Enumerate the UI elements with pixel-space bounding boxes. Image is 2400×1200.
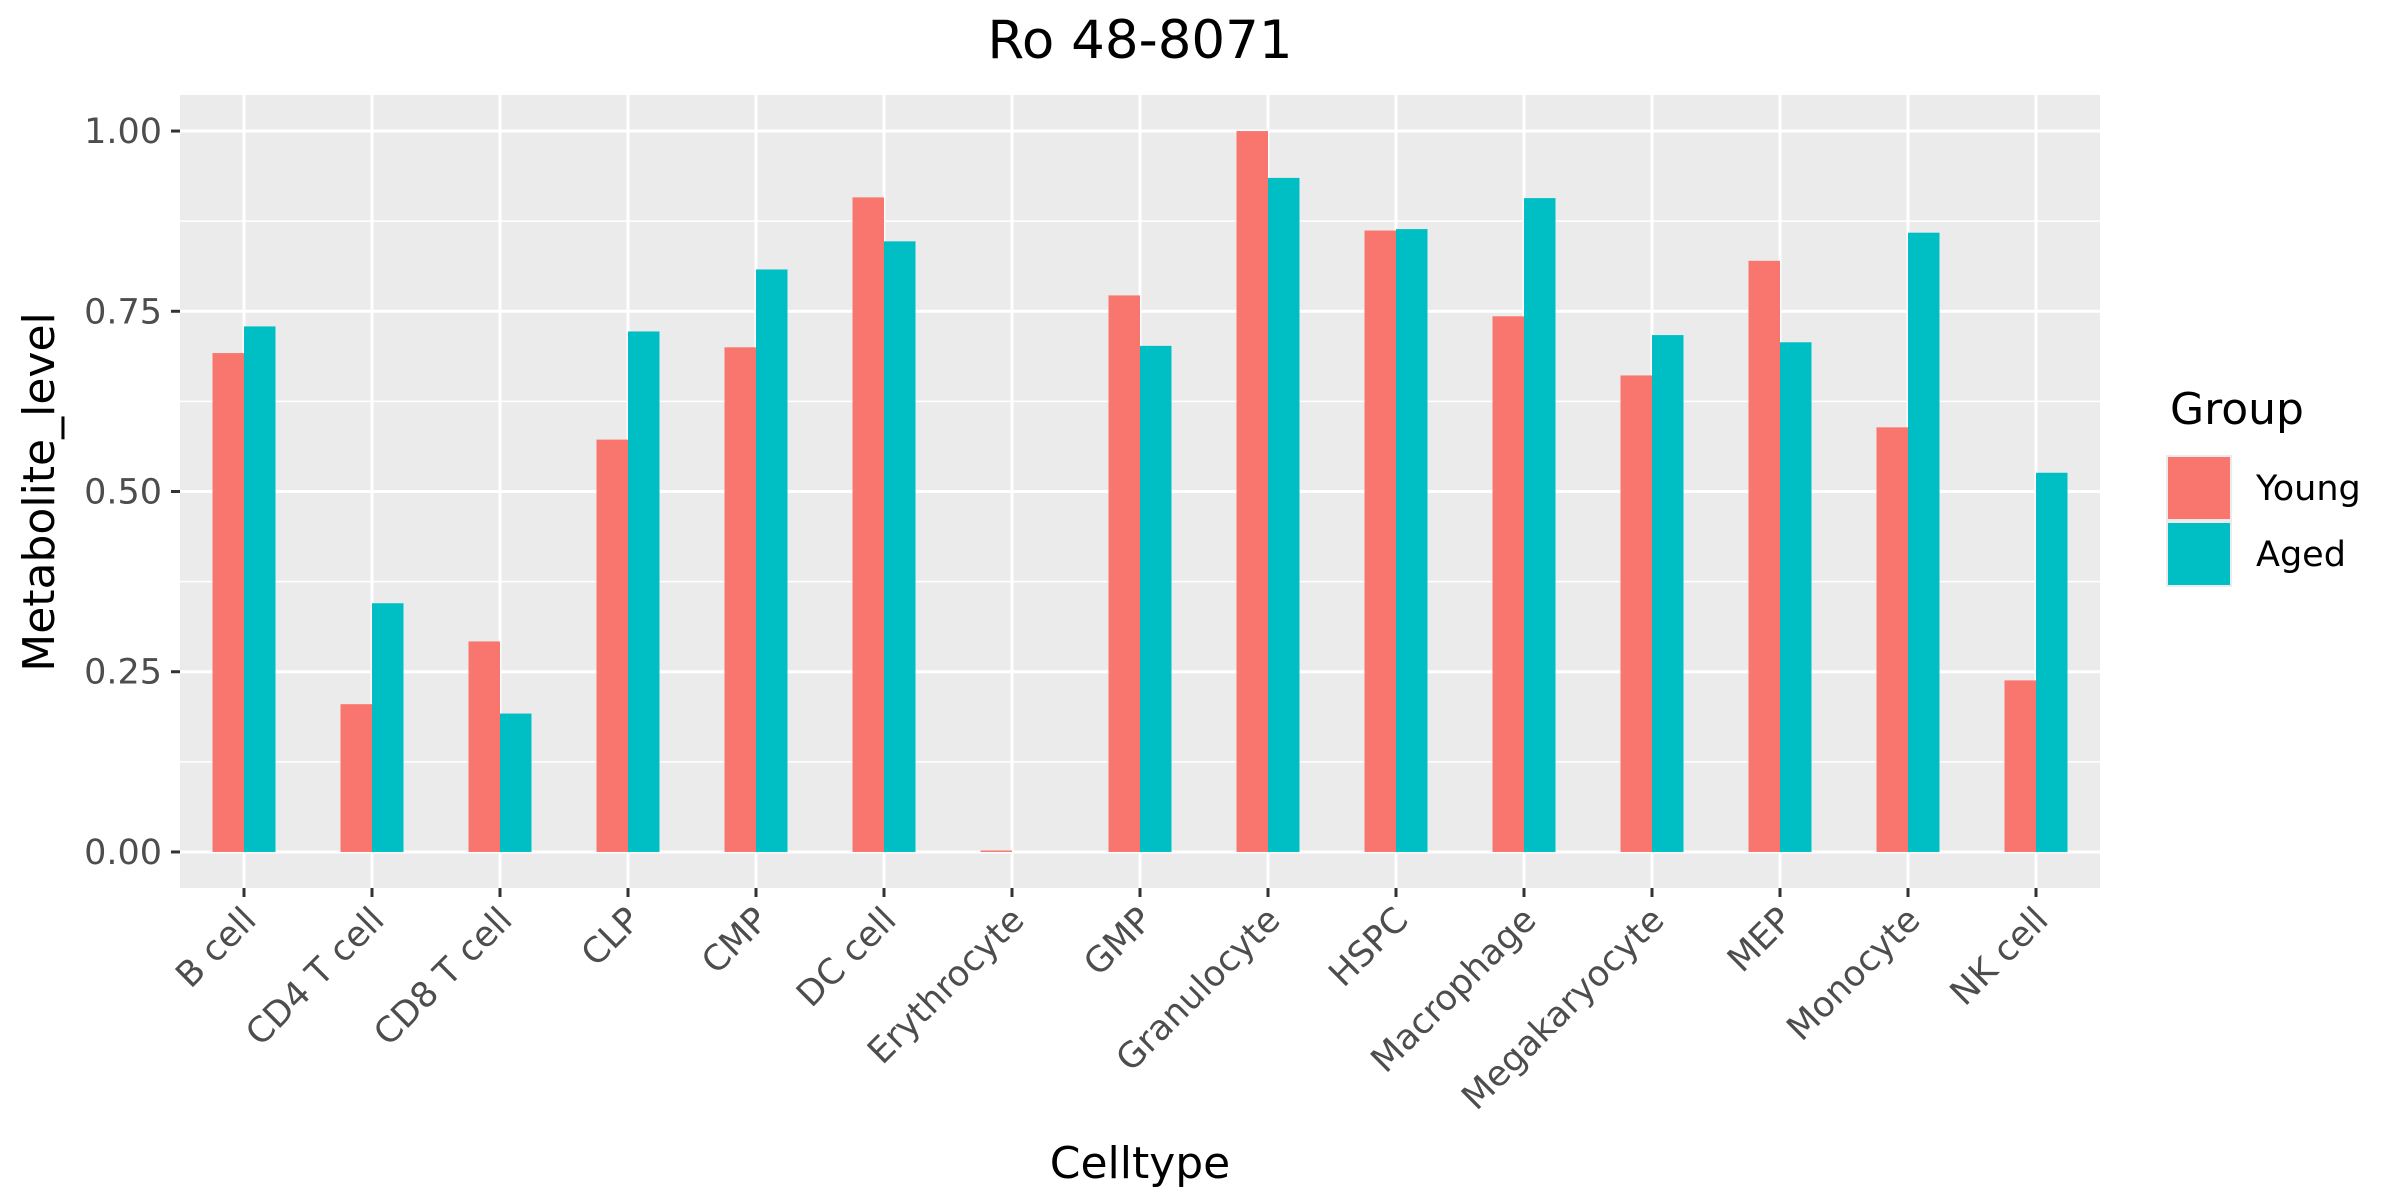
x-axis-title: Celltype [1050,1138,1231,1189]
bar-young-dc-cell [852,197,884,852]
y-axis-title: Metabolite_level [14,312,65,672]
bar-aged-b-cell [244,326,276,852]
bar-aged-cd8-t-cell [500,713,532,852]
legend-swatch-young [2168,457,2230,519]
x-tick-label: GMP [1077,900,1161,984]
bar-aged-cmp [756,269,788,852]
bar-young-gmp [1108,295,1140,852]
legend-swatch-aged [2168,523,2230,585]
legend-label-aged: Aged [2256,535,2346,575]
bar-young-hspc [1364,230,1396,852]
bar-young-b-cell [212,353,244,852]
x-tick-label: NK cell [1943,900,2056,1013]
legend-title: Group [2170,384,2304,435]
x-tick-label: HSPC [1322,900,1417,995]
bar-aged-mep [1780,342,1812,852]
x-tick-label: MEP [1720,900,1800,980]
bar-aged-megakaryocyte [1652,335,1684,852]
bar-young-megakaryocyte [1620,375,1652,852]
bar-young-erythrocyte [980,850,1012,852]
x-tick-label: B cell [169,900,265,996]
bar-young-cd4-t-cell [340,704,372,852]
bar-aged-hspc [1396,229,1428,852]
bar-young-clp [596,439,628,852]
bar-aged-dc-cell [884,241,916,852]
y-tick-label: 0.50 [84,473,162,513]
bar-young-monocyte [1876,427,1908,852]
y-tick-label: 0.25 [84,653,162,693]
legend: Group Young Aged [2166,384,2361,587]
y-tick-label: 1.00 [84,112,162,152]
bar-aged-gmp [1140,345,1172,852]
bar-young-cmp [724,347,756,852]
x-tick-label: DC cell [789,900,904,1015]
x-tick-label: Monocyte [1780,900,1929,1049]
bar-young-macrophage [1492,316,1524,852]
bar-aged-granulocyte [1268,177,1300,852]
y-tick-label: 0.75 [84,292,162,332]
x-tick-label: CD4 T cell [239,900,393,1054]
bar-young-nk-cell [2004,680,2036,852]
x-tick-label: CLP [574,900,648,974]
x-tick-label: CMP [695,900,777,982]
x-tick-label: CD8 T cell [367,900,521,1054]
bar-aged-cd4-t-cell [372,603,404,852]
bar-young-granulocyte [1236,131,1268,852]
bar-aged-monocyte [1908,232,1940,852]
chart-title: Ro 48-8071 [987,10,1292,71]
legend-label-young: Young [2255,469,2361,509]
bar-young-mep [1748,260,1780,852]
bar-aged-macrophage [1524,198,1556,852]
bar-aged-nk-cell [2036,472,2068,852]
bar-aged-clp [628,331,660,852]
y-tick-label: 0.00 [84,833,162,873]
bar-young-cd8-t-cell [468,641,500,852]
